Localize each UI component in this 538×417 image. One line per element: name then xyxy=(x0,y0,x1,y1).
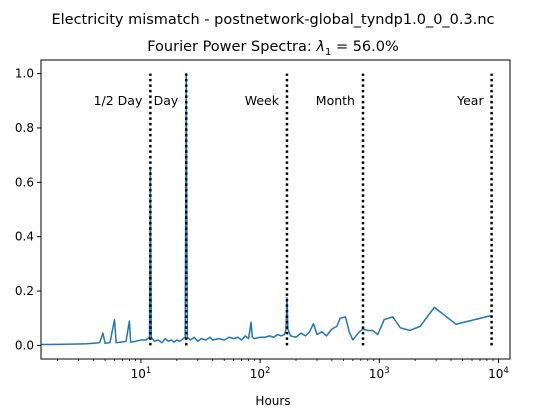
x-tick-label-1: 102 xyxy=(250,366,271,381)
y-tick-label-3: 0.6 xyxy=(15,175,34,189)
y-tick-label-1: 0.2 xyxy=(15,284,34,298)
title-prefix: Fourier Power Spectra: xyxy=(147,39,316,55)
title-suffix: = 56.0% xyxy=(331,39,398,55)
reference-label-0: 1/2 Day xyxy=(94,93,143,108)
chart-title: Fourier Power Spectra: λ1 = 56.0% xyxy=(147,39,399,58)
reference-label-2: Week xyxy=(245,93,280,108)
y-tick-label-5: 1.0 xyxy=(15,67,34,81)
y-tick-label-4: 0.8 xyxy=(15,121,34,135)
series-line-0 xyxy=(41,72,492,346)
title-subscript: 1 xyxy=(325,47,331,58)
x-tick-label-3: 104 xyxy=(488,366,509,381)
plot-content xyxy=(41,72,492,346)
y-tick-label-0: 0.0 xyxy=(15,338,34,352)
x-tick-label-0: 101 xyxy=(131,366,152,381)
plot-area: 1/2 Day Day Week Month Year xyxy=(41,72,493,346)
axis-ticks: 101 102 103 104 0.0 0.2 0.4 0.6 0.8 1.0 xyxy=(15,67,509,381)
title-lambda: λ xyxy=(315,39,325,55)
x-tick-label-2: 103 xyxy=(369,366,390,381)
axes-frame xyxy=(40,59,511,360)
x-axis-label: Hours xyxy=(255,394,290,408)
figure-suptitle: Electricity mismatch - postnetwork-globa… xyxy=(51,12,494,28)
y-tick-label-2: 0.4 xyxy=(15,230,34,244)
reference-label-4: Year xyxy=(456,93,484,108)
reference-label-1: Day xyxy=(154,93,179,108)
reference-label-3: Month xyxy=(316,93,355,108)
